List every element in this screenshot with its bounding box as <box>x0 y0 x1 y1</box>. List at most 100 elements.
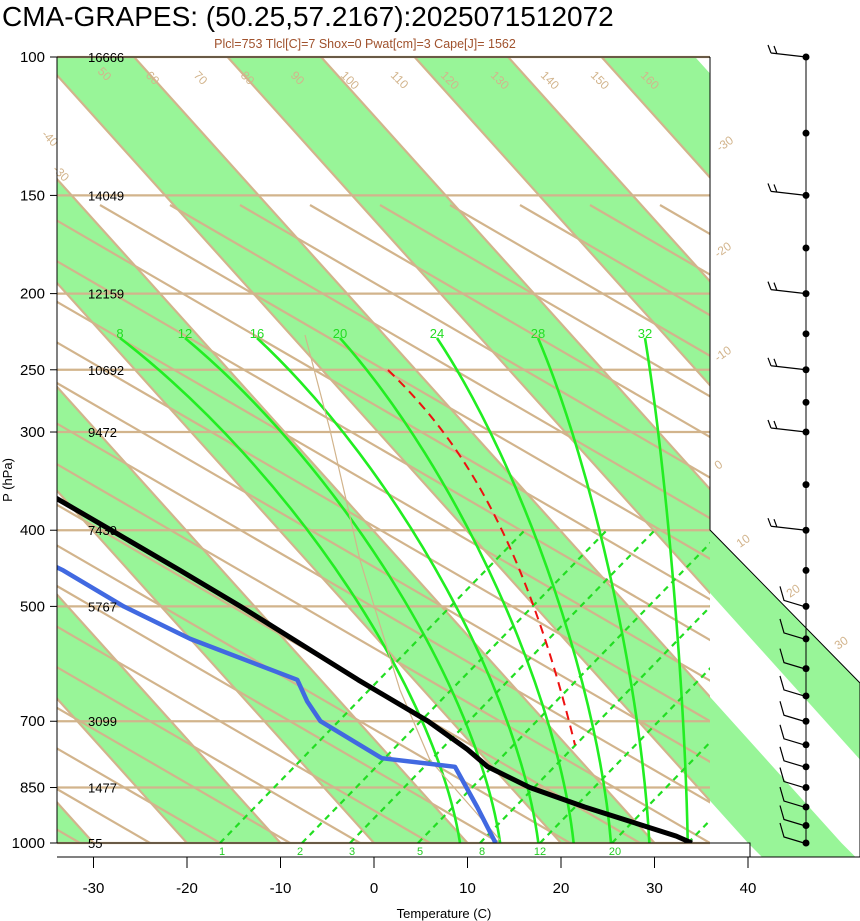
dry-adiabat <box>57 422 710 804</box>
moist-adiabat-label: 16 <box>250 326 264 341</box>
moist-adiabat-label: 28 <box>531 326 545 341</box>
moist-adiabat-label: 20 <box>333 326 347 341</box>
dry-adiabat <box>57 625 431 843</box>
height-label: 1477 <box>88 781 117 796</box>
isotherm <box>57 696 188 843</box>
wind-level-dot <box>802 244 810 252</box>
height-label: 14049 <box>88 188 124 203</box>
temperature-axis: -30 -20 -10 0 10 20 30 40 <box>57 856 757 897</box>
moist-adiabat-label: 32 <box>638 326 652 341</box>
dry-adiabat <box>169 204 710 520</box>
wind-barb <box>779 724 805 746</box>
wind-barb <box>779 701 805 722</box>
pressure-tick-label: 300 <box>20 424 45 441</box>
mixing-ratio-line <box>417 541 710 843</box>
green-band <box>57 57 655 843</box>
wind-level-dot <box>802 330 810 338</box>
dewpoint-line <box>57 564 498 843</box>
green-band <box>187 843 295 857</box>
mixing-ratio-label: 12 <box>534 846 546 858</box>
mixing-ratio-label: 8 <box>479 846 485 858</box>
moist-adiabat <box>339 337 575 843</box>
green-band <box>57 57 842 843</box>
dry-adiabat <box>57 462 710 843</box>
temperature-tick-label: 30 <box>646 880 663 897</box>
isotherm <box>133 57 710 699</box>
pressure-tick-label: 850 <box>20 780 45 797</box>
pressure-tick-label: 400 <box>20 522 45 539</box>
isotherm <box>57 489 375 843</box>
wind-level-dot <box>802 741 810 749</box>
dry-adiabat <box>57 259 710 642</box>
dry-adiabat <box>57 544 571 843</box>
height-label: 3099 <box>88 714 117 729</box>
dry-adiabat-label: 0 <box>712 457 726 472</box>
dry-adiabat <box>57 341 710 723</box>
moist-adiabat-label: 8 <box>116 326 123 341</box>
dry-adiabat <box>57 503 641 843</box>
mixing-ratio-label: 3 <box>349 846 355 858</box>
wind-barb <box>779 746 805 768</box>
chart-title: CMA-GRAPES: (50.25,57.2167):202507151207… <box>2 1 614 32</box>
mixing-ratio-lines <box>219 529 710 843</box>
chart-subtitle: Plcl=753 Tlcl[C]=7 Shox=0 Pwat[cm]=3 Cap… <box>214 37 516 51</box>
height-label: 10692 <box>88 363 124 378</box>
wind-barb <box>779 675 805 697</box>
wind-level-dot <box>802 602 810 610</box>
pressure-tick-label: 100 <box>20 49 45 66</box>
temperature-tick-label: 40 <box>740 880 757 897</box>
isotherm-label: -30 <box>50 162 72 184</box>
wind-level-dot <box>802 129 810 137</box>
dry-adiabat <box>519 204 710 317</box>
dry-adiabat-label: 30 <box>832 633 851 652</box>
wind-level-dot <box>802 481 810 489</box>
isotherm-lines <box>57 57 710 843</box>
moist-adiabat-label: 24 <box>430 326 444 341</box>
parcel-line <box>387 369 576 746</box>
moist-adiabat <box>119 336 462 843</box>
wind-level-dot <box>802 839 810 847</box>
dry-adiabat-label: -20 <box>712 239 735 261</box>
mixing-ratio-line <box>301 529 608 843</box>
wind-barbs <box>767 44 810 847</box>
wind-barb <box>779 618 805 640</box>
mixing-ratio-label: 5 <box>417 846 423 858</box>
green-band <box>374 843 482 857</box>
dry-adiabat <box>309 204 710 439</box>
pressure-axis: 100 16666 150 14049 200 12159 250 10692 300 9472 4… <box>12 49 125 852</box>
wind-level-dot <box>802 566 810 574</box>
mixing-ratio-label: 1 <box>219 846 225 858</box>
temperature-tick-label: 10 <box>459 880 476 897</box>
dry-adiabat-label: -30 <box>714 133 737 155</box>
moist-adiabat <box>435 337 613 843</box>
temperature-tick-label: -10 <box>270 880 292 897</box>
dry-adiabat <box>57 219 710 601</box>
isotherm <box>507 57 710 283</box>
profiles <box>57 334 693 843</box>
isotherm-label: 140 <box>538 68 562 92</box>
temperature-line <box>57 495 693 843</box>
dry-adiabat <box>57 584 501 843</box>
wind-barb <box>779 786 805 808</box>
dry-adiabat <box>57 300 710 682</box>
height-label: 5767 <box>88 599 117 614</box>
height-label: 12159 <box>88 287 124 302</box>
wind-barb <box>779 586 805 607</box>
wind-level-dot <box>802 635 810 643</box>
wind-barb <box>779 648 805 670</box>
wind-level-dot <box>802 692 810 700</box>
temperature-tick-label: 20 <box>553 880 570 897</box>
wind-barb <box>767 183 807 197</box>
isotherm-label: -40 <box>39 127 61 149</box>
isotherm-label: 150 <box>588 68 612 92</box>
temperature-tick-label: 0 <box>370 880 378 897</box>
wind-level-dot <box>802 665 810 673</box>
moist-adiabat <box>184 337 502 843</box>
parcel-path-thin <box>304 334 501 841</box>
dry-adiabat <box>0 205 10 843</box>
pressure-tick-label: 150 <box>20 187 45 204</box>
wind-level-dot <box>802 398 810 406</box>
x-axis-label: Temperature (C) <box>397 906 492 921</box>
pressure-tick-label: 200 <box>20 286 45 303</box>
